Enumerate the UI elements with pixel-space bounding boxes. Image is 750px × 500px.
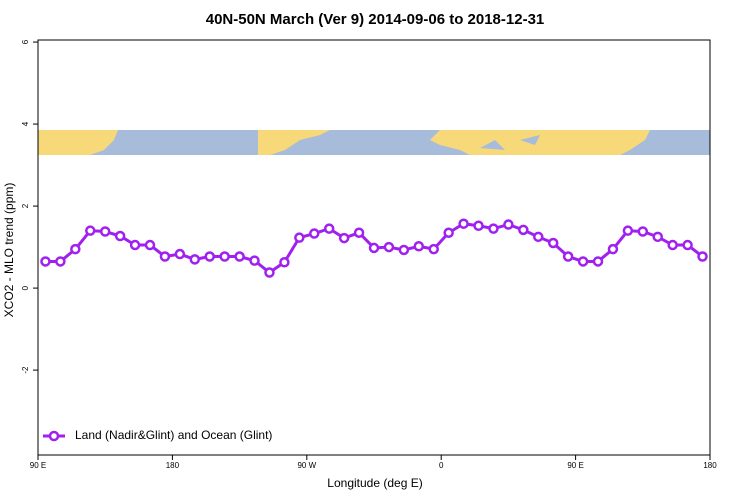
data-point (592, 256, 604, 267)
data-point (189, 254, 201, 265)
x-tick-label: 180 (166, 461, 180, 470)
data-point (114, 230, 126, 242)
data-point (129, 239, 141, 251)
data-point (338, 232, 350, 244)
x-tick-label: 180 (703, 461, 717, 470)
y-tick-label: 6 (21, 39, 30, 44)
data-point (667, 239, 678, 251)
legend-marker (48, 430, 60, 442)
x-tick-label: 90 W (297, 461, 316, 470)
data-point (353, 227, 365, 238)
data-point (264, 267, 275, 278)
data-point (279, 257, 290, 268)
data-point (174, 248, 186, 260)
data-point (443, 227, 454, 238)
data-point (159, 251, 171, 262)
legend-label: Land (Nadir&Glint) and Ocean (Glint) (75, 428, 272, 442)
x-axis-label: Longitude (deg E) (327, 476, 422, 490)
data-point (503, 219, 514, 230)
data-point (323, 223, 335, 234)
map-strip (38, 130, 710, 155)
data-point (219, 251, 230, 262)
data-point (518, 224, 529, 236)
data-point (473, 220, 484, 232)
x-tick-label: 0 (439, 461, 444, 470)
chart-title: 40N-50N March (Ver 9) 2014-09-06 to 2018… (206, 11, 545, 28)
y-tick-label: -2 (21, 366, 30, 374)
data-point (458, 218, 469, 229)
data-point (55, 256, 66, 267)
data-point (309, 228, 320, 239)
plot-frame (37, 39, 711, 456)
data-point (562, 251, 574, 262)
data-point (99, 226, 111, 237)
data-point (234, 251, 245, 262)
data-point (533, 231, 544, 243)
data-point (383, 241, 395, 253)
data-point (622, 225, 634, 236)
data-point (70, 243, 81, 255)
data-point (547, 237, 559, 249)
data-point (294, 232, 305, 243)
data-point (488, 223, 499, 234)
data-point (144, 239, 156, 251)
y-tick-label: 0 (21, 285, 30, 290)
data-point (428, 243, 439, 255)
data-point (398, 244, 410, 256)
y-tick-label: 4 (21, 121, 30, 126)
y-tick-label: 2 (21, 203, 30, 208)
y-axis-label: XCO2 - MLO trend (ppm) (2, 183, 16, 318)
data-point (413, 241, 425, 252)
data-point (607, 243, 619, 255)
data-point (368, 242, 380, 254)
x-tick-label: 90 E (567, 461, 583, 470)
data-point (204, 251, 215, 262)
data-point (577, 256, 589, 267)
data-point (637, 226, 649, 237)
x-tick-label: 90 E (30, 461, 46, 470)
data-point (249, 255, 260, 266)
data-point (697, 251, 708, 262)
data-point (85, 225, 96, 236)
data-point (682, 239, 693, 251)
data-point (40, 256, 51, 267)
data-point (652, 231, 663, 243)
